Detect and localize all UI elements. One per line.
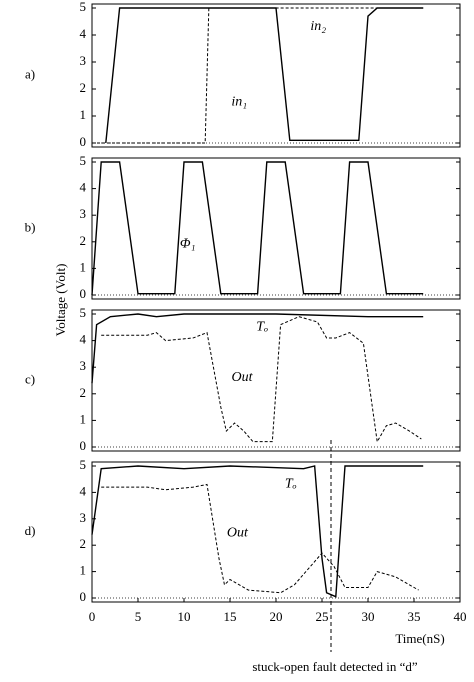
- series-label: Tₒ: [285, 477, 297, 492]
- y-tick-label: 3: [80, 358, 87, 373]
- y-tick-label: 4: [80, 332, 87, 347]
- y-tick-label: 4: [80, 26, 87, 41]
- panel-label: d): [25, 523, 36, 538]
- y-tick-label: 2: [80, 385, 87, 400]
- y-tick-label: 3: [80, 53, 87, 68]
- y-tick-label: 4: [80, 483, 87, 498]
- x-axis-label: Time(nS): [395, 631, 444, 646]
- panel-frame: [91, 3, 461, 148]
- series-line: [101, 483, 419, 594]
- y-tick-label: 0: [80, 589, 87, 604]
- x-tick-label: 10: [178, 609, 191, 624]
- x-tick-label: 15: [224, 609, 237, 624]
- x-tick-label: 20: [270, 609, 283, 624]
- y-tick-label: 1: [80, 259, 87, 274]
- panel-label: b): [25, 219, 36, 234]
- series-line: [91, 465, 424, 598]
- y-tick-label: 2: [80, 80, 87, 95]
- y-tick-label: 5: [80, 457, 87, 472]
- x-tick-label: 25: [316, 609, 329, 624]
- series-label: Tₒ: [256, 320, 268, 335]
- y-tick-label: 1: [80, 411, 87, 426]
- y-tick-label: 1: [80, 107, 87, 122]
- x-tick-label: 40: [454, 609, 467, 624]
- y-tick-label: 2: [80, 233, 87, 248]
- y-tick-label: 5: [80, 153, 87, 168]
- y-tick-label: 4: [80, 180, 87, 195]
- x-tick-label: 5: [135, 609, 142, 624]
- panel-frame: [91, 309, 461, 452]
- y-tick-label: 1: [80, 563, 87, 578]
- series-label: in₁: [231, 95, 247, 110]
- annotation: stuck-open fault detected in “d”: [252, 659, 418, 674]
- y-tick-label: 0: [80, 134, 87, 149]
- x-tick-label: 30: [362, 609, 375, 624]
- y-tick-label: 5: [80, 0, 87, 14]
- series-line: [105, 7, 424, 144]
- panel-label: a): [25, 66, 35, 81]
- series-label: Out: [231, 370, 253, 385]
- series-line: [91, 161, 424, 296]
- x-tick-label: 0: [89, 609, 96, 624]
- series-line: [91, 313, 424, 384]
- y-tick-label: 3: [80, 510, 87, 525]
- panel-label: c): [25, 371, 35, 386]
- series-label: Out: [227, 526, 249, 541]
- panel-frame: [91, 461, 461, 603]
- x-tick-label: 35: [408, 609, 421, 624]
- y-tick-label: 0: [80, 286, 87, 301]
- panel-frame: [91, 157, 461, 300]
- series-line: [92, 7, 424, 144]
- y-tick-label: 5: [80, 305, 87, 320]
- series-label: Φ₁: [180, 237, 196, 252]
- y-tick-label: 2: [80, 536, 87, 551]
- series-label: in₂: [310, 19, 326, 34]
- y-axis-label: Voltage (Volt): [53, 264, 68, 337]
- y-tick-label: 3: [80, 206, 87, 221]
- y-tick-label: 0: [80, 438, 87, 453]
- series-line: [101, 316, 422, 444]
